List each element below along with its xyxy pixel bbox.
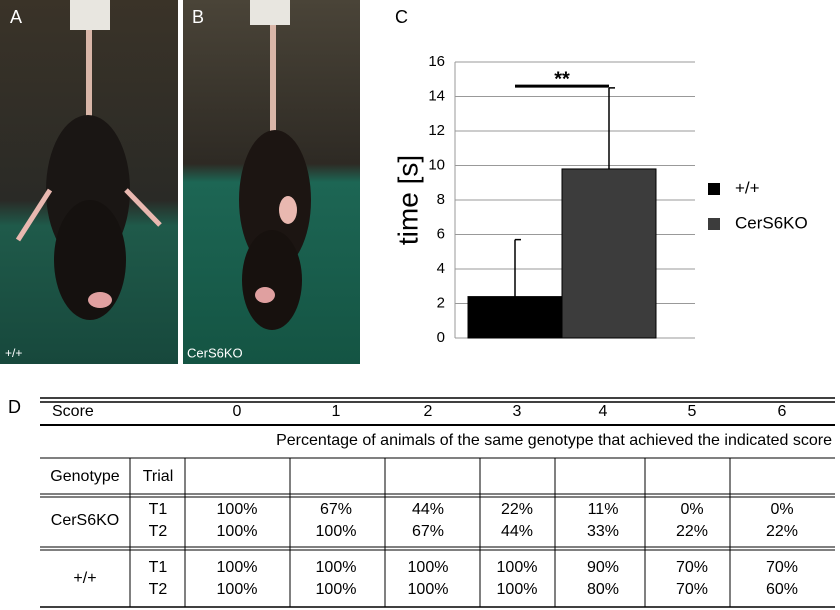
value-cell: 22% xyxy=(766,523,798,540)
table-header: Trial xyxy=(143,468,174,485)
table-caption: Percentage of animals of the same genoty… xyxy=(276,432,832,449)
trial-cell: T1 xyxy=(149,559,168,576)
genotype-cell: +/+ xyxy=(73,570,96,587)
value-cell: 70% xyxy=(676,581,708,598)
panel-letter: B xyxy=(192,7,204,27)
value-cell: 100% xyxy=(217,581,258,598)
value-cell: 100% xyxy=(497,559,538,576)
value-cell: 90% xyxy=(587,559,619,576)
value-cell: 100% xyxy=(408,559,449,576)
value-cell: 80% xyxy=(587,581,619,598)
score-header: 1 xyxy=(332,403,341,420)
score-header: 6 xyxy=(778,403,787,420)
y-tick-label: 6 xyxy=(437,225,445,242)
y-tick-label: 12 xyxy=(428,122,445,139)
value-cell: 100% xyxy=(217,501,258,518)
error-bar xyxy=(608,87,615,169)
value-cell: 33% xyxy=(587,523,619,540)
value-cell: 70% xyxy=(676,559,708,576)
error-bar xyxy=(514,238,521,297)
y-tick-label: 10 xyxy=(428,156,445,173)
score-header: 2 xyxy=(424,403,433,420)
score-header: 0 xyxy=(233,403,242,420)
trial-cell: T2 xyxy=(149,523,168,540)
trial-cell: T1 xyxy=(149,501,168,518)
trial-cell: T2 xyxy=(149,581,168,598)
value-cell: 22% xyxy=(501,501,533,518)
value-cell: 67% xyxy=(320,501,352,518)
y-tick-label: 8 xyxy=(437,191,445,208)
photo-a xyxy=(0,0,178,364)
panel-letter: C xyxy=(395,7,408,27)
value-cell: 0% xyxy=(680,501,703,518)
y-axis-label: time [s] xyxy=(392,155,423,245)
legend-swatch xyxy=(708,183,720,195)
value-cell: 0% xyxy=(770,501,793,518)
table-header: Genotype xyxy=(50,468,119,485)
value-cell: 22% xyxy=(676,523,708,540)
bar xyxy=(561,168,657,339)
score-header: 5 xyxy=(688,403,697,420)
score-header: 4 xyxy=(599,403,608,420)
photo-label: CerS6KO xyxy=(187,345,243,360)
value-cell: 100% xyxy=(217,559,258,576)
value-cell: 67% xyxy=(412,523,444,540)
y-tick-label: 16 xyxy=(428,53,445,70)
value-cell: 100% xyxy=(497,581,538,598)
value-cell: 100% xyxy=(316,581,357,598)
legend-label: CerS6KO xyxy=(735,213,808,232)
significance-label: ** xyxy=(554,68,570,90)
panel-letter: D xyxy=(8,397,21,417)
score-header: 3 xyxy=(513,403,522,420)
value-cell: 100% xyxy=(316,559,357,576)
y-tick-label: 2 xyxy=(437,294,445,311)
y-tick-label: 14 xyxy=(428,87,445,104)
y-tick-label: 4 xyxy=(437,260,445,277)
panel-letter: A xyxy=(10,7,22,27)
value-cell: 100% xyxy=(217,523,258,540)
table-header: Score xyxy=(52,403,94,420)
value-cell: 44% xyxy=(501,523,533,540)
value-cell: 100% xyxy=(316,523,357,540)
y-tick-label: 0 xyxy=(437,329,445,346)
legend-swatch xyxy=(708,218,720,230)
bar xyxy=(467,296,563,339)
value-cell: 70% xyxy=(766,559,798,576)
value-cell: 100% xyxy=(408,581,449,598)
legend-label: +/+ xyxy=(735,178,760,197)
photo-label: +/+ xyxy=(5,346,22,360)
genotype-cell: CerS6KO xyxy=(51,512,119,529)
value-cell: 11% xyxy=(588,501,619,518)
photo-b xyxy=(183,0,360,364)
value-cell: 44% xyxy=(412,501,444,518)
value-cell: 60% xyxy=(766,581,798,598)
